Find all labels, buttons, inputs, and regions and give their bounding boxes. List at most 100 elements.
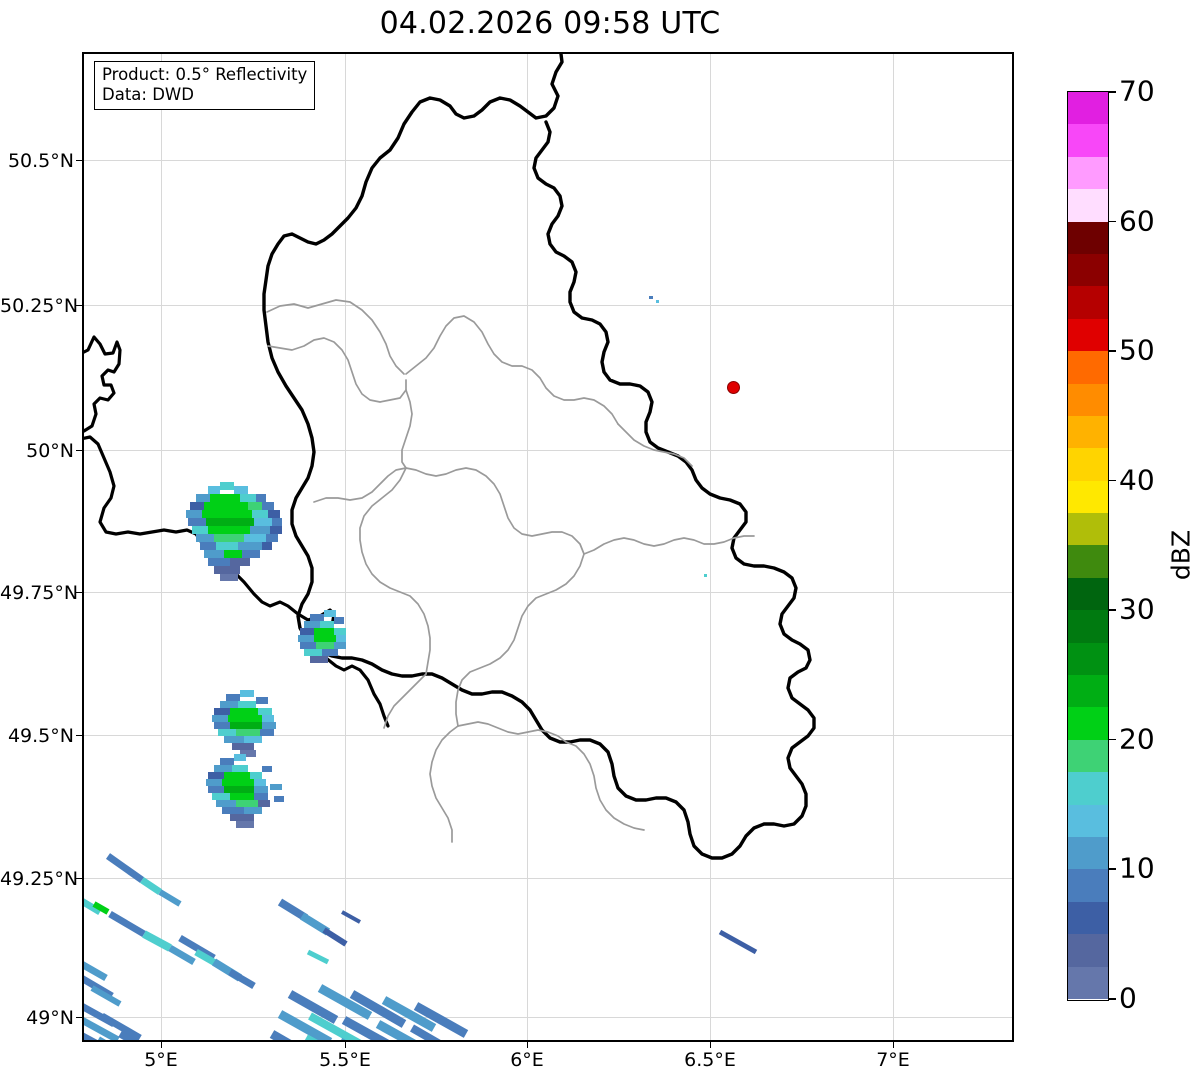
- colorbar-band: [1068, 415, 1108, 449]
- ytick-text: 49°N: [26, 1007, 74, 1029]
- map-borders-layer: [84, 54, 816, 860]
- colorbar-band: [1068, 836, 1108, 870]
- gridline-lat-50_25: [84, 305, 1012, 306]
- colorbar-band: [1068, 513, 1108, 546]
- colorbar-band: [1068, 901, 1108, 935]
- colorbar-band: [1068, 739, 1108, 773]
- colorbar-tick-mark: [1109, 350, 1116, 352]
- ytick-label-49_75: 49.75°N: [0, 582, 78, 604]
- gridline-lat-50: [84, 450, 1012, 451]
- ytick-text: 50°N: [26, 440, 74, 462]
- colorbar-tick-mark: [1109, 868, 1116, 870]
- xtick-label-6: 6°E: [510, 1049, 544, 1071]
- xtick-text: 6°E: [510, 1049, 544, 1071]
- gridline-lat-49: [84, 1017, 1012, 1018]
- colorbar-band: [1068, 351, 1108, 384]
- colorbar-band: [1068, 92, 1108, 125]
- border-belgium-luxembourg-southwest: [84, 435, 390, 728]
- colorbar-band: [1068, 545, 1108, 578]
- colorbar-tick-label: 0: [1119, 981, 1137, 1015]
- info-product-line: Product: 0.5° Reflectivity: [102, 65, 308, 84]
- ytick-label-49_25: 49.25°N: [0, 868, 78, 890]
- colorbar-axis-label: dBZ: [1166, 529, 1196, 581]
- xtick-mark-5_5: [345, 1042, 346, 1048]
- colorbar-tick-mark: [1109, 220, 1116, 223]
- map-plot-area[interactable]: Product: 0.5° Reflectivity Data: DWD: [82, 52, 1014, 1042]
- ytick-text: 49.25°N: [0, 868, 79, 890]
- ytick-text: 50.25°N: [0, 295, 79, 317]
- colorbar-tick-label: 20: [1119, 722, 1155, 756]
- ytick-label-50_25: 50.25°N: [0, 295, 78, 317]
- colorbar-band: [1068, 610, 1108, 643]
- colorbar-tick-mark: [1109, 91, 1116, 93]
- reflectivity-colorbar[interactable]: [1067, 91, 1109, 1001]
- ytick-label-49_5: 49.5°N: [0, 725, 74, 747]
- ytick-label-50: 50°N: [0, 440, 74, 462]
- xtick-label-5_5: 5.5°E: [319, 1049, 371, 1071]
- colorbar-band: [1068, 675, 1108, 708]
- colorbar-band: [1068, 772, 1108, 805]
- colorbar-band: [1068, 707, 1108, 740]
- xtick-mark-7: [893, 1042, 894, 1048]
- xtick-label-7: 7°E: [876, 1049, 910, 1071]
- colorbar-tick-label: 60: [1119, 204, 1155, 238]
- colorbar-band: [1068, 869, 1108, 902]
- ytick-mark-49_5: [76, 735, 82, 736]
- colorbar-band: [1068, 383, 1108, 416]
- gridline-lon-7: [893, 54, 894, 1040]
- ytick-mark-50_5: [76, 160, 82, 161]
- xtick-mark-6_5: [710, 1042, 711, 1048]
- colorbar-band: [1068, 577, 1108, 611]
- xtick-mark-6: [527, 1042, 528, 1048]
- border-belgium-france-west: [84, 335, 122, 433]
- border-luxembourg-national: [262, 54, 816, 860]
- ytick-label-50_5: 50.5°N: [0, 150, 74, 172]
- gridline-lon-5: [161, 54, 162, 1040]
- ytick-mark-50: [76, 450, 82, 451]
- colorbar-band: [1068, 804, 1108, 837]
- colorbar-band: [1068, 189, 1108, 222]
- district-borders-luxembourg: [266, 299, 755, 843]
- colorbar-band: [1068, 934, 1108, 967]
- ytick-label-49: 49°N: [0, 1007, 74, 1029]
- colorbar-band: [1068, 966, 1108, 999]
- xtick-mark-5: [161, 1042, 162, 1048]
- colorbar-tick-mark: [1109, 479, 1116, 482]
- colorbar-band: [1068, 156, 1108, 190]
- gridline-lon-6: [527, 54, 528, 1040]
- xtick-text: 7°E: [876, 1049, 910, 1071]
- colorbar-band: [1068, 448, 1108, 481]
- gridline-lat-49_25: [84, 878, 1012, 879]
- colorbar-tick-label: 30: [1119, 592, 1155, 626]
- gridline-lat-50_5: [84, 160, 1012, 161]
- xtick-text: 5.5°E: [319, 1049, 371, 1071]
- gridline-lon-6_5: [710, 54, 711, 1040]
- ytick-text: 50.5°N: [7, 150, 74, 172]
- xtick-text: 5°E: [144, 1049, 178, 1071]
- ytick-text: 49.75°N: [0, 582, 79, 604]
- colorbar-band: [1068, 642, 1108, 676]
- colorbar-band: [1068, 253, 1108, 287]
- ytick-text: 49.5°N: [7, 725, 74, 747]
- ytick-mark-50_25: [76, 305, 82, 306]
- colorbar-tick-label: 10: [1119, 851, 1155, 885]
- colorbar-tick-mark: [1109, 738, 1116, 741]
- xtick-label-5: 5°E: [144, 1049, 178, 1071]
- colorbar-tick-mark: [1109, 609, 1116, 611]
- colorbar-band: [1068, 318, 1108, 352]
- colorbar-band: [1068, 221, 1108, 254]
- colorbar-band: [1068, 480, 1108, 514]
- colorbar-band: [1068, 286, 1108, 319]
- colorbar-band: [1068, 124, 1108, 157]
- info-data-line: Data: DWD: [102, 85, 194, 105]
- product-info-box: Product: 0.5° Reflectivity Data: DWD: [94, 61, 316, 111]
- page-title: 04.02.2026 09:58 UTC: [379, 6, 721, 41]
- radar-site-marker[interactable]: [727, 381, 740, 394]
- ytick-mark-49_75: [76, 592, 82, 593]
- colorbar-tick-mark: [1109, 998, 1116, 1000]
- colorbar-tick-label: 40: [1119, 463, 1155, 497]
- xtick-label-6_5: 6.5°E: [684, 1049, 736, 1071]
- xtick-text: 6.5°E: [684, 1049, 736, 1071]
- gridline-lon-5_5: [345, 54, 346, 1040]
